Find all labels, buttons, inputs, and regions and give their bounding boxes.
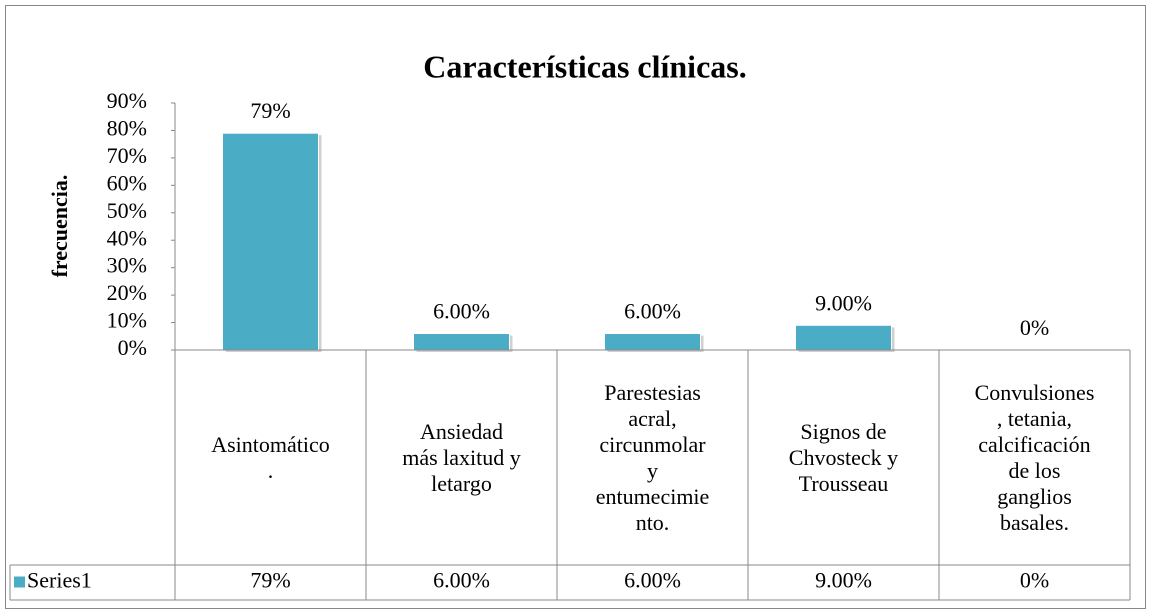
table-value: 0% <box>1020 568 1049 593</box>
bar <box>413 333 510 351</box>
y-axis-label: frecuencia. <box>47 175 72 278</box>
bar <box>222 132 319 351</box>
legend-label: Series1 <box>27 568 92 593</box>
bar <box>795 324 892 351</box>
data-label: 0% <box>1020 315 1049 340</box>
y-tick-label: 10% <box>107 308 147 333</box>
category-label: Parestesias acral, circunmolar y entumec… <box>595 379 710 535</box>
legend-key <box>14 576 25 588</box>
category-label-box: Ansiedad más laxitud y letargo <box>402 418 521 496</box>
table-value: 79% <box>250 568 290 593</box>
category-label-box: Signos de Chvosteck y Trousseau <box>788 418 899 496</box>
y-tick-label: 20% <box>107 280 147 305</box>
y-tick-label: 40% <box>107 225 147 250</box>
table-value: 9.00% <box>815 568 872 593</box>
y-tick-label: 70% <box>107 143 147 168</box>
y-tick-label: 90% <box>107 88 147 113</box>
y-tick-label: 60% <box>107 170 147 195</box>
category-label: Asintomático . <box>211 431 330 483</box>
y-tick-label: 80% <box>107 115 147 140</box>
table-value: 6.00% <box>433 568 490 593</box>
category-label: Ansiedad más laxitud y letargo <box>402 418 521 496</box>
category-label-box: Asintomático . <box>211 431 330 483</box>
data-label: 6.00% <box>433 299 490 324</box>
category-label: Signos de Chvosteck y Trousseau <box>788 418 899 496</box>
y-tick-label: 50% <box>107 198 147 223</box>
chart-border <box>5 5 1146 609</box>
bar <box>604 333 701 351</box>
data-label: 9.00% <box>815 290 872 315</box>
table-value: 6.00% <box>624 568 681 593</box>
y-tick-label: 0% <box>118 335 147 360</box>
category-label-box: Parestesias acral, circunmolar y entumec… <box>595 379 710 535</box>
data-label: 79% <box>250 98 290 123</box>
category-label: Convulsiones , tetania, calcificación de… <box>974 379 1095 535</box>
data-label: 6.00% <box>624 299 681 324</box>
category-label-box: Convulsiones , tetania, calcificación de… <box>974 379 1095 535</box>
chart-title: Características clínicas. <box>423 48 746 84</box>
y-tick-label: 30% <box>107 253 147 278</box>
